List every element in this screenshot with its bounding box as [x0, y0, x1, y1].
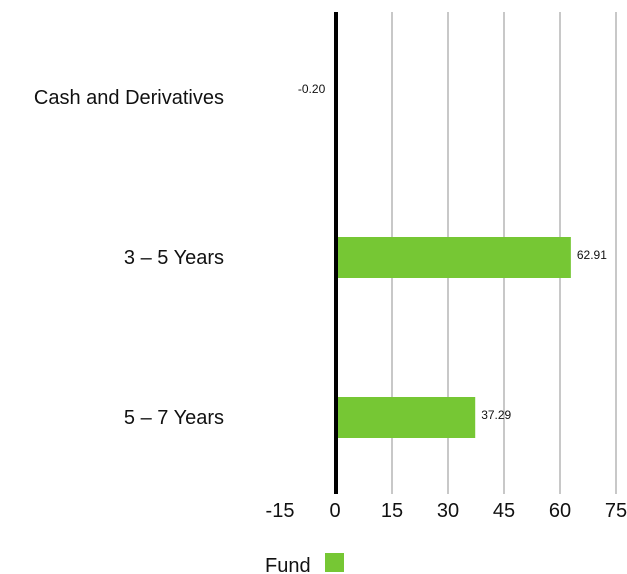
x-tick-label: 30 [437, 500, 459, 522]
category-label: Cash and Derivatives [34, 87, 224, 109]
x-tick-label: -15 [266, 500, 295, 522]
bar [336, 237, 571, 278]
legend-label: Fund [265, 555, 311, 574]
x-tick-label: 60 [549, 500, 571, 522]
data-label: 37.29 [481, 408, 511, 422]
x-tick-label: 45 [493, 500, 515, 522]
category-labels: Cash and Derivatives 3 – 5 Years 5 – 7 Yea… [34, 87, 224, 429]
bar [336, 397, 476, 438]
data-label: 62.91 [577, 248, 607, 262]
bars [335, 77, 571, 438]
x-tick-label: 0 [329, 500, 340, 522]
category-label: 5 – 7 Years [124, 407, 224, 429]
category-label: 3 – 5 Years [124, 247, 224, 269]
x-tick-label: 75 [605, 500, 627, 522]
data-labels: -0.20 62.91 37.29 [298, 82, 607, 422]
legend-swatch [325, 553, 344, 572]
legend: Fund [265, 553, 344, 574]
data-label: -0.20 [298, 82, 326, 96]
x-tick-label: 15 [381, 500, 403, 522]
x-tick-labels: -15 0 15 30 45 60 75 [266, 500, 627, 522]
